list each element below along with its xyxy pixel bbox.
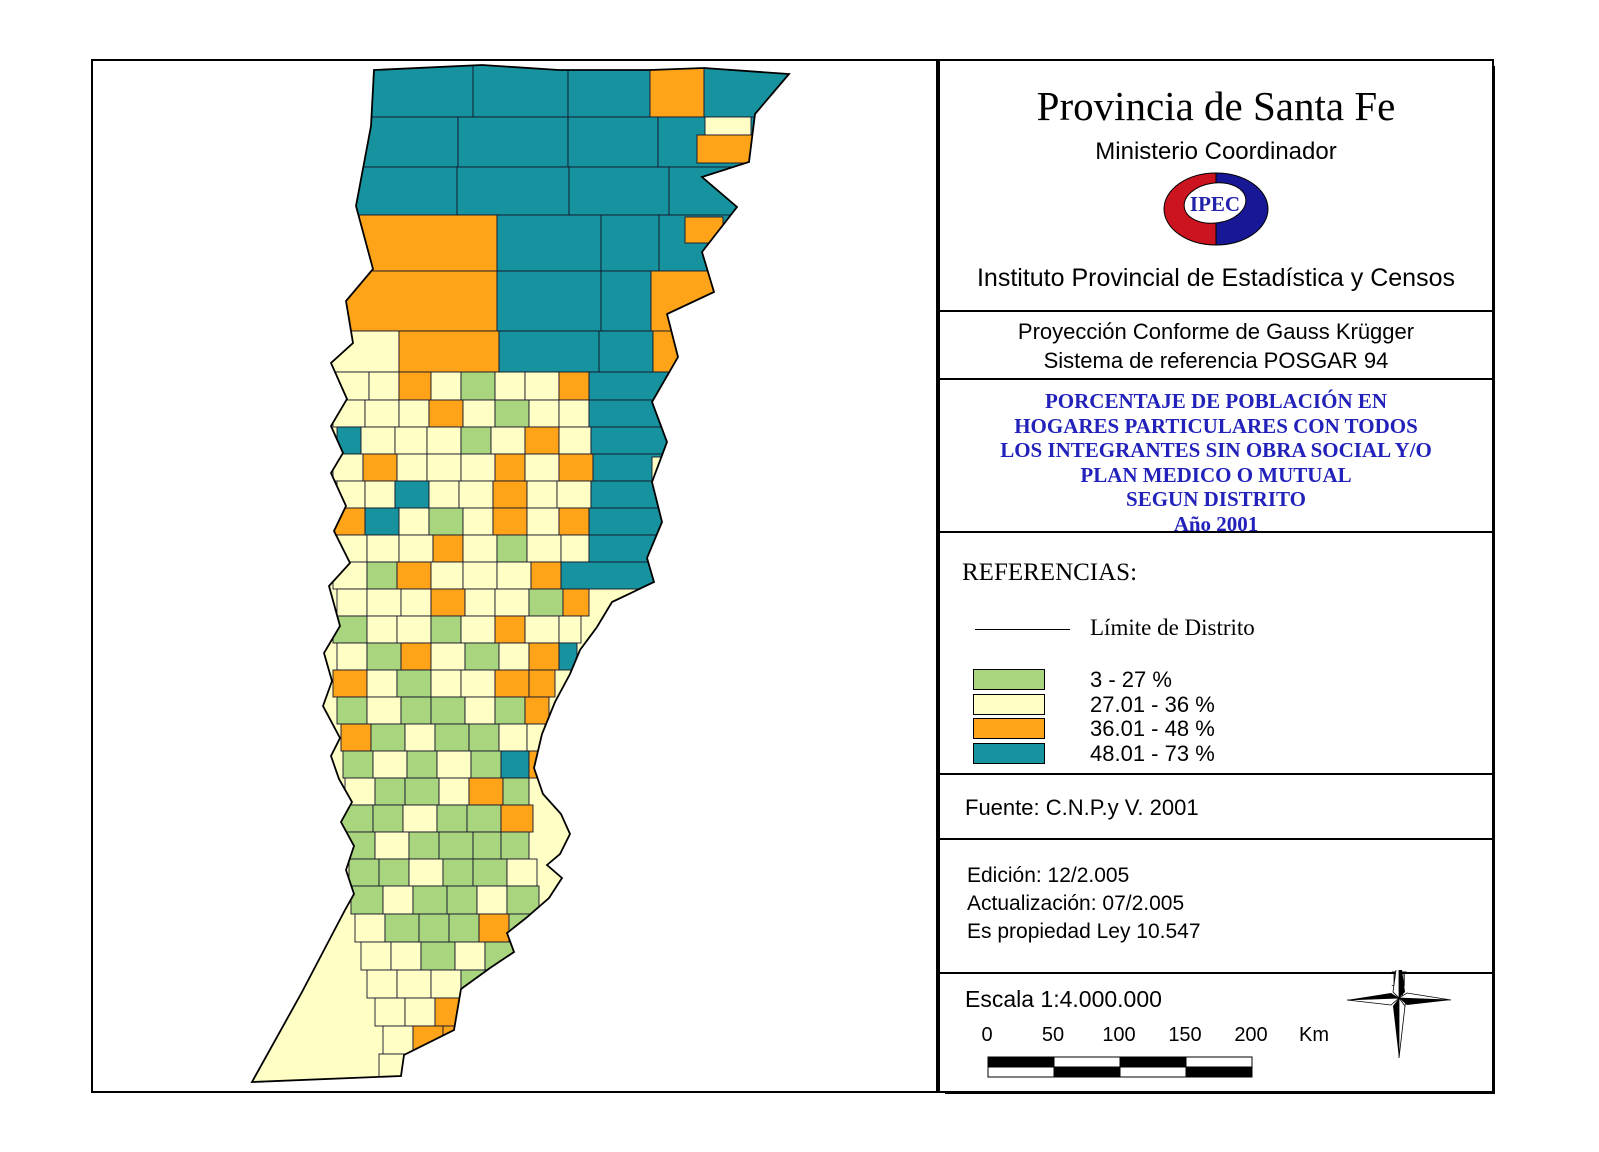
scale-text: Escala 1:4.000.000 xyxy=(965,986,1162,1012)
scale-tick: 150 xyxy=(1168,1024,1202,1046)
scale-bar: 0 50 100 150 200 Km xyxy=(940,974,1492,1091)
district-limit-line-icon xyxy=(975,629,1070,630)
projection-section: Proyección Conforme de Gauss Krügger Sis… xyxy=(940,310,1492,378)
legend-label: 48.01 - 73 % xyxy=(1090,740,1215,766)
page-subtitle: Ministerio Coordinador xyxy=(1095,138,1337,165)
source-text: Fuente: C.N.P.y V. 2001 xyxy=(965,795,1199,820)
map-frame xyxy=(91,59,938,1093)
references-heading: REFERENCIAS: xyxy=(962,559,1138,586)
scale-tick: 50 xyxy=(1041,1024,1065,1046)
projection-line1: Proyección Conforme de Gauss Krügger xyxy=(1017,319,1415,344)
scale-tick: 100 xyxy=(1102,1024,1136,1046)
map-title-line: HOGARES PARTICULARES CON TODOS xyxy=(1014,413,1418,438)
source-section: Fuente: C.N.P.y V. 2001 xyxy=(940,773,1492,838)
map-title-line: PORCENTAJE DE POBLACIÓN EN xyxy=(1044,389,1388,413)
scale-section: Escala 1:4.000.000 0 50 100 150 200 Km N xyxy=(940,947,1492,1092)
map-title-line: LOS INTEGRANTES SIN OBRA SOCIAL Y/O xyxy=(1000,438,1432,462)
ipec-logo-icon: IPEC xyxy=(1161,170,1271,253)
projection-line2: Sistema de referencia POSGAR 94 xyxy=(1043,348,1389,373)
legend-swatch xyxy=(973,742,1045,764)
page-title: Provincia de Santa Fe xyxy=(1036,83,1396,129)
map-title-line: PLAN MEDICO O MUTUAL xyxy=(1080,462,1352,487)
scale-tick: 0 xyxy=(981,1024,993,1046)
institute-name: Instituto Provincial de Estadística y Ce… xyxy=(976,264,1455,292)
references-section: REFERENCIAS: Límite de Distrito 3 - 27 %… xyxy=(940,531,1492,773)
edition-line: Edición: 12/2.005 xyxy=(967,864,1130,887)
edition-line: Actualización: 07/2.005 xyxy=(967,892,1185,915)
edition-section: Edición: 12/2.005 Actualización: 07/2.005… xyxy=(940,838,1492,972)
legend-label: 27.01 - 36 % xyxy=(1090,691,1215,717)
legend-label: 3 - 27 % xyxy=(1090,667,1172,692)
legend-label: 36.01 - 48 % xyxy=(1090,716,1215,741)
legend-swatch xyxy=(973,669,1045,690)
map-title: PORCENTAJE DE POBLACIÓN EN HOGARES PARTIC… xyxy=(940,389,1492,536)
north-arrow-icon: N xyxy=(1338,947,1460,1092)
scale-tick: 200 xyxy=(1234,1024,1268,1046)
district-limit-label: Límite de Distrito xyxy=(1090,615,1255,640)
scale-unit: Km xyxy=(1299,1024,1329,1046)
header-section: Provincia de Santa Fe Ministerio Coordin… xyxy=(940,61,1492,310)
legend-swatch xyxy=(973,718,1045,739)
ipec-logo-text: IPEC xyxy=(1190,192,1240,216)
choropleth-map xyxy=(93,61,936,1091)
info-panel: Provincia de Santa Fe Ministerio Coordin… xyxy=(938,59,1494,1093)
edition-line: Es propiedad Ley 10.547 xyxy=(967,920,1201,943)
legend-swatch xyxy=(973,693,1045,715)
map-title-section: PORCENTAJE DE POBLACIÓN EN HOGARES PARTIC… xyxy=(940,378,1492,536)
map-title-line: SEGUN DISTRITO xyxy=(1126,487,1306,511)
